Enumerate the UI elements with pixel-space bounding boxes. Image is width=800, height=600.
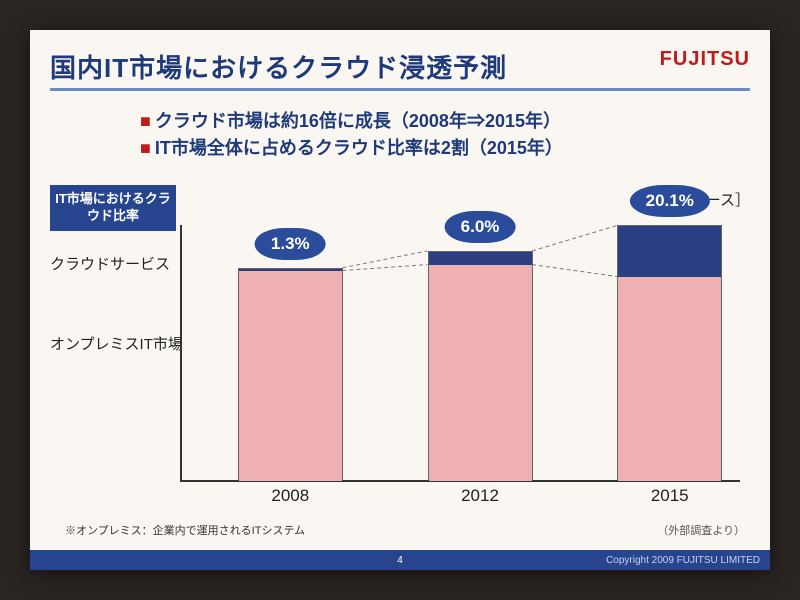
bar-group: 6.0%2012 [428, 225, 533, 480]
bullet-list: ■クラウド市場は約16倍に成長（2008年⇒2015年） ■IT市場全体に占める… [140, 108, 563, 162]
onprem-segment [618, 277, 721, 481]
bar-stack [428, 251, 533, 481]
bullet-item: ■クラウド市場は約16倍に成長（2008年⇒2015年） [140, 108, 563, 135]
onprem-segment [239, 271, 342, 481]
cloud-segment [618, 226, 721, 277]
slide: 国内IT市場におけるクラウド浸透予測 FUJITSU ■クラウド市場は約16倍に… [30, 30, 770, 570]
year-label: 2008 [271, 486, 309, 506]
copyright: Copyright 2009 FUJITSU LIMITED [606, 555, 760, 566]
bar-group: 1.3%2008 [238, 225, 343, 480]
onprem-segment [429, 265, 532, 481]
page-number: 4 [397, 555, 403, 566]
bullet-text: クラウド市場は約16倍に成長（2008年⇒2015年） [155, 111, 561, 131]
bar-group: 20.1%2015 [617, 225, 722, 480]
bars-holder: 1.3%2008 6.0%2012 20.1%2015 [180, 225, 740, 482]
percent-bubble: 20.1% [630, 185, 710, 217]
footnote: ※オンプレミス：企業内で運用されるITシステム [65, 522, 305, 538]
cloud-segment [429, 252, 532, 266]
fujitsu-logo: FUJITSU [660, 48, 750, 71]
title-underline [50, 88, 750, 91]
segment-labels: クラウドサービス オンプレミスIT市場 [50, 255, 183, 354]
bar-stack [617, 225, 722, 480]
source-note: （外部調査より） [657, 522, 745, 538]
bullet-marker-icon: ■ [140, 138, 151, 158]
bar-stack [238, 268, 343, 481]
footer-bar: 4 Copyright 2009 FUJITSU LIMITED [30, 550, 770, 570]
year-label: 2012 [461, 486, 499, 506]
bullet-marker-icon: ■ [140, 111, 151, 131]
percent-bubble: 6.0% [445, 211, 516, 243]
title-bar: 国内IT市場におけるクラウド浸透予測 FUJITSU [50, 48, 750, 85]
percent-bubble: 1.3% [255, 228, 326, 260]
onprem-label: オンプレミスIT市場 [50, 335, 183, 355]
year-label: 2015 [651, 486, 689, 506]
ratio-label: IT市場におけるクラウド比率 [50, 185, 176, 231]
cloud-label: クラウドサービス [50, 255, 183, 275]
slide-title: 国内IT市場におけるクラウド浸透予測 [50, 48, 507, 85]
chart-area: IT市場におけるクラウド比率 ［金額ベース］ クラウドサービス オンプレミスIT… [50, 185, 750, 520]
bullet-text: IT市場全体に占めるクラウド比率は2割（2015年） [155, 138, 563, 158]
bullet-item: ■IT市場全体に占めるクラウド比率は2割（2015年） [140, 135, 563, 162]
